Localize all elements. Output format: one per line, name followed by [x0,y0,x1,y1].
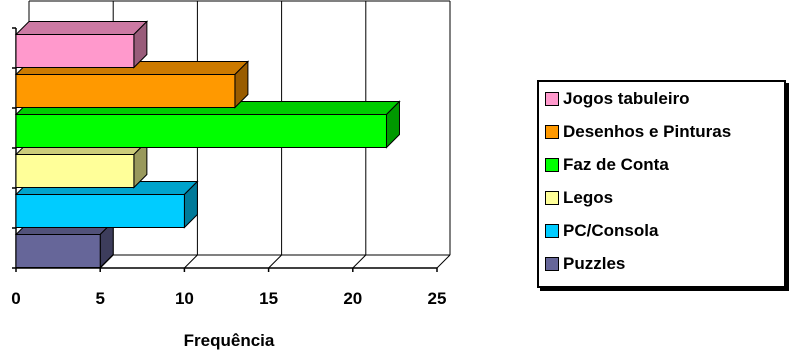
x-tick-labels: 0 5 10 15 20 25 [11,268,446,308]
legend-item: Desenhos e Pinturas [545,120,731,144]
legend-swatch [545,92,559,106]
x-tick-label: 25 [428,289,447,308]
x-tick-label: 5 [95,289,104,308]
legend-item: Faz de Conta [545,153,669,177]
bar-chart: 0 5 10 15 20 25 Frequência [11,0,451,350]
legend-label: Faz de Conta [563,155,669,174]
bar-front-face [15,34,135,68]
legend-swatch [545,224,559,238]
x-tick-label: 15 [259,289,278,308]
bar-jogos-tabuleiro [14,20,149,69]
bar-front-face [15,154,135,188]
bar-top-face [14,21,149,35]
legend-item: PC/Consola [545,219,658,243]
legend-label: Legos [563,188,614,207]
bar-puzzles [14,220,115,269]
floor-line [352,254,367,269]
legend-swatch [545,158,559,172]
legend-item: Jogos tabuleiro [545,87,690,111]
bar-front-face [15,114,387,148]
bar-front-face [15,74,236,108]
legend-swatch [545,191,559,205]
legend-label: PC/Consola [563,221,659,240]
legend-item: Legos [545,186,613,210]
legend-item: Puzzles [545,252,625,276]
x-axis-label: Frequência [184,331,275,350]
floor-line [184,254,198,269]
floor-line [268,254,282,269]
legend-label: Jogos tabuleiro [563,89,690,108]
bar-pc-consola [14,180,199,229]
legend: Jogos tabuleiro Desenhos e Pinturas Faz de… [537,80,786,288]
bars [14,20,401,269]
legend-swatch [545,125,559,139]
bar-desenhos-e-pinturas [14,60,250,109]
x-tick-label: 0 [11,289,20,308]
floor-line [436,254,451,269]
legend-swatch [545,257,559,271]
x-tick-label: 20 [343,289,362,308]
x-tick-label: 10 [175,289,194,308]
bar-legos [14,140,149,189]
bar-front-face [15,234,101,268]
bar-front-face [15,194,185,228]
bar-faz-de-conta [14,100,401,149]
legend-label: Puzzles [563,254,626,273]
legend-label: Desenhos e Pinturas [563,122,732,141]
